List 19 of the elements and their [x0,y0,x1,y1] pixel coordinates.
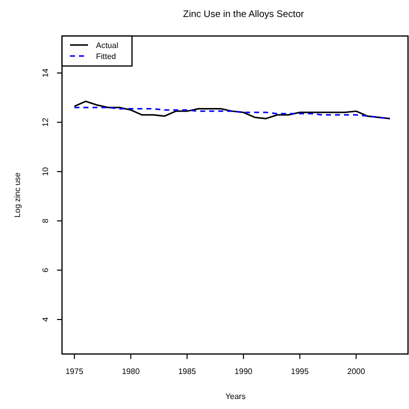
legend-label: Fitted [96,52,116,61]
line-series [74,100,391,120]
y-tick-label: 14 [41,68,50,78]
x-tick-label: 1980 [122,367,140,376]
y-tick-label: 4 [41,316,50,322]
x-tick-label: 2000 [347,367,366,376]
y-tick-label: 6 [41,267,50,272]
y-tick-label: 10 [41,166,50,176]
x-tick-label: 1995 [290,367,310,376]
chart-title: Zinc Use in the Alloys Sector [183,9,304,20]
x-axis-title: Years [225,392,246,401]
y-tick-label: 8 [41,218,50,224]
x-tick-label: 1990 [234,367,253,376]
line-series [74,106,391,120]
x-tick-label: 1975 [66,367,84,376]
x-tick-label: 1985 [178,367,197,376]
legend-label: Actual [96,41,118,50]
y-tick-label: 12 [41,117,50,127]
y-axis-title: Log zinc use [13,172,22,218]
